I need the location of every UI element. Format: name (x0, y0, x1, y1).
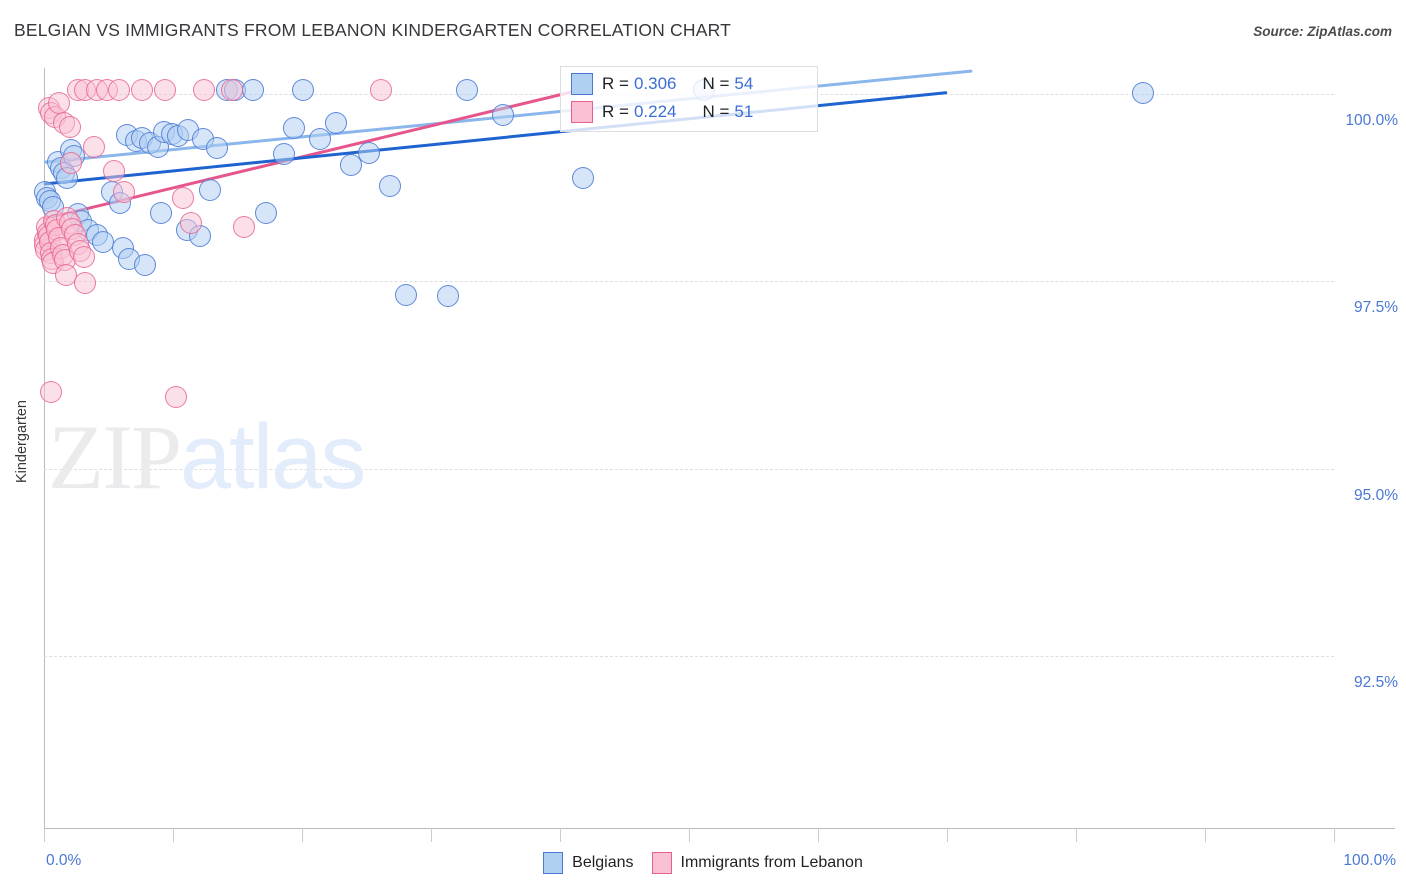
data-point[interactable] (232, 216, 255, 239)
data-point[interactable] (74, 271, 97, 294)
data-point[interactable] (150, 201, 173, 224)
data-point[interactable] (199, 179, 222, 202)
data-point[interactable] (221, 79, 244, 102)
page-title: BELGIAN VS IMMIGRANTS FROM LEBANON KINDE… (14, 20, 731, 40)
data-point[interactable] (192, 79, 215, 102)
source-note: Source: ZipAtlas.com (1253, 24, 1392, 39)
data-point[interactable] (40, 381, 63, 404)
x-axis-tick (173, 828, 174, 842)
x-axis-tick (818, 828, 819, 842)
lebanon-swatch-icon (651, 852, 672, 874)
pink-r-value: 0.224 (633, 102, 677, 121)
data-point[interactable] (172, 186, 195, 209)
pink-swatch-icon (571, 101, 593, 123)
correlation-stats-box: R = 0.306 N = 54 R = 0.224 N = 51 (560, 66, 818, 132)
data-point[interactable] (492, 104, 515, 127)
data-point[interactable] (456, 79, 479, 102)
gridline (44, 468, 1334, 470)
x-axis-tick (302, 828, 303, 842)
blue-swatch-icon (571, 73, 593, 95)
gridline (44, 281, 1334, 283)
data-point[interactable] (254, 201, 277, 224)
x-axis-label-max: 100.0% (1343, 852, 1396, 869)
data-point[interactable] (58, 116, 81, 139)
data-point[interactable] (60, 152, 83, 175)
data-point[interactable] (164, 386, 187, 409)
data-point[interactable] (309, 128, 332, 151)
data-point[interactable] (112, 180, 135, 203)
pink-n-value: 51 (734, 102, 754, 121)
data-point[interactable] (340, 154, 363, 177)
x-axis-tick (947, 828, 948, 842)
x-axis-tick (689, 828, 690, 842)
y-axis-tick-label: 100.0% (1345, 112, 1398, 130)
x-axis-tick (1076, 828, 1077, 842)
data-point[interactable] (369, 79, 392, 102)
x-axis-tick (431, 828, 432, 842)
gridline (44, 655, 1334, 657)
data-point[interactable] (292, 79, 315, 102)
y-axis-tick-label: 97.5% (1354, 299, 1398, 317)
data-point[interactable] (180, 211, 203, 234)
x-axis-tick (44, 828, 45, 842)
series-legend: Belgians Immigrants from Lebanon (0, 852, 1406, 874)
data-point[interactable] (48, 92, 71, 115)
data-point[interactable] (133, 253, 156, 276)
x-axis-tick (1205, 828, 1206, 842)
y-axis-tick-label: 95.0% (1354, 486, 1398, 504)
x-axis-line (44, 828, 1395, 829)
pink-n-label: N = (702, 102, 730, 121)
x-axis-label-min: 0.0% (46, 852, 82, 869)
data-point[interactable] (572, 167, 595, 190)
blue-n-label: N = (702, 74, 730, 93)
data-point[interactable] (436, 285, 459, 308)
watermark-zip: ZIP (48, 406, 182, 508)
data-point[interactable] (205, 137, 228, 160)
y-axis-title: Kindergarten (14, 400, 30, 484)
blue-r-label: R = (602, 74, 629, 93)
data-point[interactable] (154, 79, 177, 102)
x-axis-tick (1334, 828, 1335, 842)
stats-row-lebanon: R = 0.224 N = 51 (571, 98, 753, 126)
data-point[interactable] (358, 141, 381, 164)
stats-row-belgians: R = 0.306 N = 54 (571, 70, 753, 98)
legend-item-lebanon[interactable]: Immigrants from Lebanon (651, 852, 863, 874)
data-point[interactable] (107, 79, 130, 102)
data-point[interactable] (102, 159, 125, 182)
y-axis-tick-label: 92.5% (1354, 673, 1398, 691)
data-point[interactable] (395, 283, 418, 306)
blue-n-value: 54 (734, 74, 754, 93)
y-axis-line (44, 68, 45, 828)
data-point[interactable] (1132, 81, 1155, 104)
pink-r-label: R = (602, 102, 629, 121)
data-point[interactable] (83, 135, 106, 158)
legend-item-belgians[interactable]: Belgians (543, 852, 634, 874)
data-point[interactable] (92, 231, 115, 254)
belgians-swatch-icon (543, 852, 564, 874)
data-point[interactable] (72, 246, 95, 269)
data-point[interactable] (324, 111, 347, 134)
x-axis-tick (560, 828, 561, 842)
legend-label-lebanon: Immigrants from Lebanon (680, 854, 863, 871)
plot-area: ZIPatlas (33, 68, 1334, 828)
legend-label-belgians: Belgians (572, 854, 634, 871)
data-point[interactable] (131, 79, 154, 102)
data-point[interactable] (378, 174, 401, 197)
data-point[interactable] (241, 79, 264, 102)
data-point[interactable] (272, 143, 295, 166)
watermark: ZIPatlas (48, 404, 366, 510)
blue-r-value: 0.306 (633, 74, 677, 93)
watermark-atlas: atlas (180, 406, 366, 508)
data-point[interactable] (283, 116, 306, 139)
